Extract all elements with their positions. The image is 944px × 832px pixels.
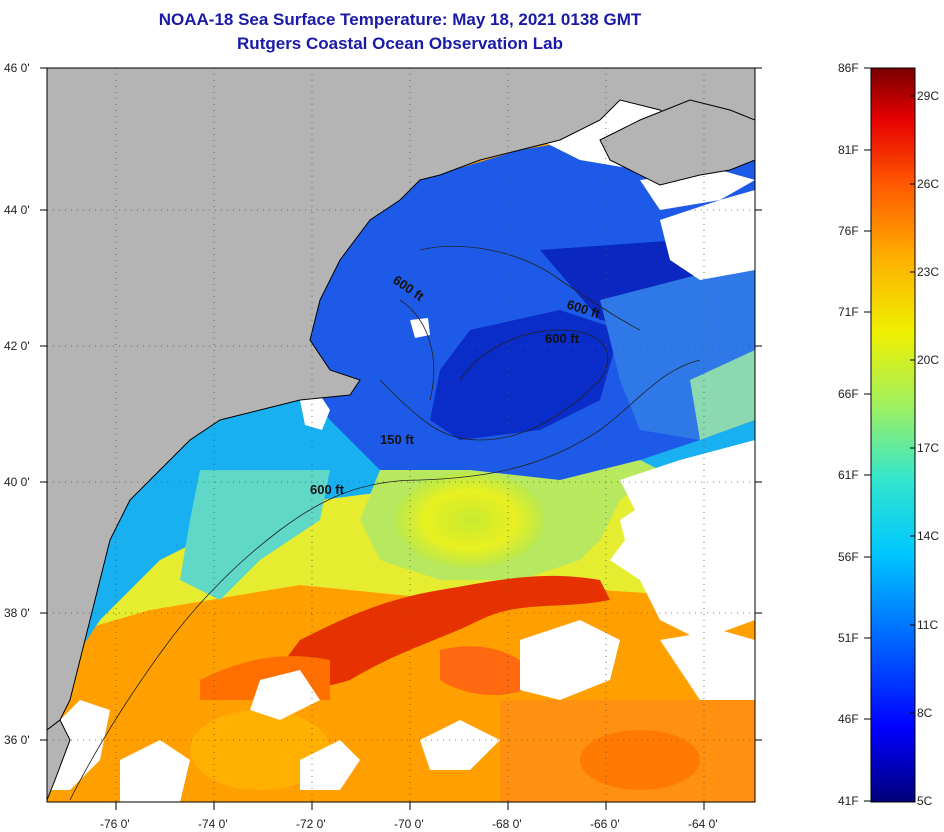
- cbar-c-23: 23C: [917, 265, 939, 279]
- lat-label-36: 36 0': [4, 733, 30, 747]
- lon-label-66: -66 0': [590, 817, 620, 831]
- cbar-c-8: 8C: [917, 706, 933, 720]
- cbar-f-81: 81F: [838, 143, 859, 157]
- lon-label-72: -72 0': [296, 817, 326, 831]
- warm-ring: [440, 646, 540, 695]
- cbar-f-41: 41F: [838, 794, 859, 808]
- colorbar-ticks: [864, 67, 915, 802]
- lat-label-42: 42 0': [4, 339, 30, 353]
- lon-label-68: -68 0': [492, 817, 522, 831]
- bathymetry-contours: [69, 245, 701, 801]
- lon-label-74: -74 0': [198, 817, 228, 831]
- cbar-f-61: 61F: [838, 468, 859, 482]
- cbar-f-56: 56F: [838, 550, 859, 564]
- cbar-c-5: 5C: [917, 794, 933, 808]
- lon-label-70: -70 0': [394, 817, 424, 831]
- lat-label-44: 44 0': [4, 203, 30, 217]
- shelf-mixed: [180, 470, 330, 600]
- contour-label-600ft-4: 600 ft: [310, 482, 345, 497]
- map-title: NOAA-18 Sea Surface Temperature: May 18,…: [158, 10, 642, 29]
- cbar-c-11: 11C: [917, 618, 938, 632]
- cbar-f-86: 86F: [838, 61, 859, 75]
- lat-label-38: 38 0': [4, 606, 30, 620]
- cbar-f-71: 71F: [838, 305, 859, 319]
- warm-core-eddy: [395, 472, 545, 568]
- cbar-f-76: 76F: [838, 224, 859, 238]
- axis-ticks: [40, 67, 762, 810]
- cbar-c-26: 26C: [917, 177, 939, 191]
- cbar-c-20: 20C: [917, 353, 939, 367]
- lon-label-76: -76 0': [100, 817, 130, 831]
- contour-label-150ft: 150 ft: [380, 432, 415, 447]
- cbar-f-51: 51F: [838, 631, 859, 645]
- lat-label-46: 46 0': [4, 61, 30, 75]
- graticule: [47, 68, 755, 802]
- cbar-f-66: 66F: [838, 387, 859, 401]
- cbar-c-14: 14C: [917, 529, 939, 543]
- cbar-c-29: 29C: [917, 89, 939, 103]
- lon-label-64: -64 0': [688, 817, 718, 831]
- cbar-f-46: 46F: [838, 712, 859, 726]
- gulf-stream-core: [270, 575, 610, 688]
- colorbar: [870, 67, 916, 803]
- lat-label-40: 40 0': [4, 475, 30, 489]
- scotian-green: [690, 350, 755, 440]
- land: [47, 68, 755, 801]
- georges-basin: [430, 310, 620, 440]
- map-frame: [46, 67, 756, 803]
- contour-label-600ft-3: 600 ft: [545, 331, 580, 346]
- map-area: 600 ft 600 ft 600 ft 150 ft 600 ft: [47, 68, 755, 802]
- cbar-c-17: 17C: [917, 441, 939, 455]
- map-subtitle: Rutgers Coastal Ocean Observation Lab: [237, 34, 563, 53]
